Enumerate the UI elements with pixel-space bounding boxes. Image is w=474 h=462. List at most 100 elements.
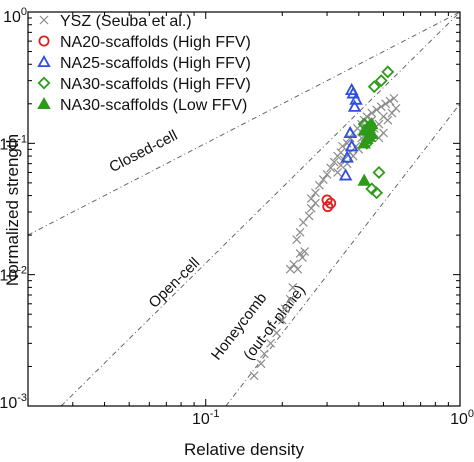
data-point-s0-13	[297, 253, 307, 262]
data-point-s0-39-stroke-b	[372, 105, 382, 115]
data-point-s0-43-stroke-b	[389, 93, 399, 103]
data-point-s0-25	[322, 169, 332, 179]
series-1	[321, 194, 337, 213]
data-point-s0-7-stroke-b	[285, 294, 295, 304]
reference-line-2	[225, 103, 461, 407]
data-point-s0-35-stroke-b	[357, 119, 366, 129]
data-point-s0-23-stroke-b	[315, 180, 324, 190]
data-point-s0-19-stroke-b	[306, 203, 316, 213]
data-point-s0-24	[318, 175, 328, 184]
data-point-s0-22-stroke-b	[310, 188, 320, 198]
data-point-s0-3	[266, 338, 276, 348]
data-point-s0-12	[300, 247, 310, 256]
legend-item-1: NA20-scaffolds (High FFV)	[38, 34, 251, 51]
data-point-s0-5-stroke-b	[277, 315, 287, 325]
data-point-s2-5	[344, 139, 359, 152]
data-point-s0-21-stroke-b	[306, 194, 316, 203]
data-point-s0-0-stroke-b	[249, 371, 259, 381]
data-point-s0-26-stroke-b	[326, 163, 336, 173]
data-point-s3-3	[372, 165, 386, 179]
data-point-s0-2-stroke-b	[259, 349, 269, 359]
axis-ticks	[27, 11, 461, 407]
data-point-s0-30-stroke-b	[338, 141, 347, 151]
data-point-s0-30	[338, 141, 347, 151]
x-axis-label: Relative density	[184, 440, 305, 459]
data-point-s0-10-stroke-b	[289, 259, 299, 269]
y-tick-label-0: 10-3	[0, 392, 27, 412]
data-point-s0-18-stroke-b	[304, 211, 314, 221]
data-point-s0-3-stroke-b	[266, 338, 276, 348]
data-point-s0-9	[285, 264, 295, 274]
legend-item-3: NA30-scaffolds (High FFV)	[37, 76, 251, 93]
reference-line-1	[60, 11, 461, 407]
data-point-s0-4	[272, 328, 282, 338]
legend-item-0: YSZ (Seuba et al.)	[39, 13, 192, 30]
data-point-s0-4-stroke-b	[272, 328, 282, 338]
data-point-s0-40-stroke-b	[376, 102, 386, 112]
data-point-s0-38-stroke-b	[367, 108, 377, 118]
data-point-s0-8-stroke-b	[288, 282, 298, 292]
data-point-s3-1	[374, 74, 388, 88]
data-point-s2-4	[343, 125, 357, 138]
data-point-s0-25-stroke-b	[322, 169, 332, 179]
data-point-s0-57	[379, 112, 388, 121]
y-tick-label-2: 10-1	[0, 133, 27, 153]
data-point-s0-24-stroke-b	[318, 175, 328, 184]
data-point-s2-6	[340, 150, 354, 163]
data-point-s0-1-stroke-b	[256, 359, 266, 369]
data-point-s0-12-stroke-b	[300, 247, 310, 256]
data-point-s0-21	[306, 194, 316, 203]
data-point-s0-22	[310, 188, 320, 198]
data-point-s0-9-stroke-b	[285, 264, 295, 274]
data-point-s1-1	[322, 201, 334, 213]
plot-area-frame	[27, 11, 461, 407]
data-point-s4-0	[357, 173, 371, 186]
data-point-s0-64-stroke-b	[336, 160, 346, 170]
legend: YSZ (Seuba et al.) NA20-scaffolds (High F…	[37, 13, 251, 114]
data-point-s0-54-stroke-b	[333, 168, 342, 177]
data-point-s4-8	[365, 117, 379, 130]
data-point-s3-2	[367, 80, 381, 94]
data-point-s1-2	[325, 197, 337, 209]
data-point-s0-11	[295, 249, 305, 258]
data-point-s0-31-stroke-b	[342, 138, 352, 148]
data-point-s0-10	[289, 259, 299, 269]
data-point-s2-3	[347, 99, 362, 112]
y-tick-label-3: 100	[3, 6, 27, 26]
data-point-s0-0	[249, 371, 259, 381]
legend-marker-0	[39, 15, 49, 25]
data-point-s0-41	[381, 99, 391, 109]
data-point-s0-15-stroke-b	[292, 235, 302, 245]
series-2	[338, 82, 363, 181]
axis-tick-labels: 10-1 100 10-3 10-2 10-1 100	[0, 6, 474, 428]
data-point-s0-15	[292, 235, 302, 245]
data-point-s0-19	[306, 203, 316, 213]
data-point-s0-2	[259, 349, 269, 359]
y-axis-label: Normalized strength	[3, 134, 22, 286]
data-point-s0-40	[376, 102, 386, 112]
data-point-s0-14	[293, 264, 303, 274]
data-point-s0-1	[256, 359, 266, 369]
data-point-s0-44-stroke-b	[383, 115, 393, 125]
data-point-s0-18	[304, 211, 314, 221]
legend-label-3: NA30-scaffolds (High FFV)	[60, 76, 251, 93]
data-point-s0-27	[329, 157, 339, 167]
data-point-s0-11-stroke-b	[295, 249, 305, 258]
reference-lines	[27, 11, 461, 407]
data-point-s3-5	[370, 186, 384, 200]
legend-marker-1	[38, 35, 50, 47]
data-point-s0-13-stroke-b	[297, 253, 307, 262]
data-point-s0-29-stroke-b	[336, 148, 346, 158]
legend-label-1: NA20-scaffolds (High FFV)	[60, 34, 251, 51]
data-point-s0-42	[385, 96, 395, 106]
legend-marker-2	[37, 54, 51, 68]
data-point-s0-57-stroke-b	[379, 112, 388, 121]
legend-label-0: YSZ (Seuba et al.)	[60, 13, 192, 30]
legend-marker-3	[37, 76, 51, 90]
data-point-s0-27-stroke-b	[329, 157, 339, 167]
series-4	[357, 117, 379, 186]
legend-label-4: NA30-scaffolds (Low FFV)	[60, 97, 247, 114]
data-point-s2-7	[338, 168, 353, 181]
